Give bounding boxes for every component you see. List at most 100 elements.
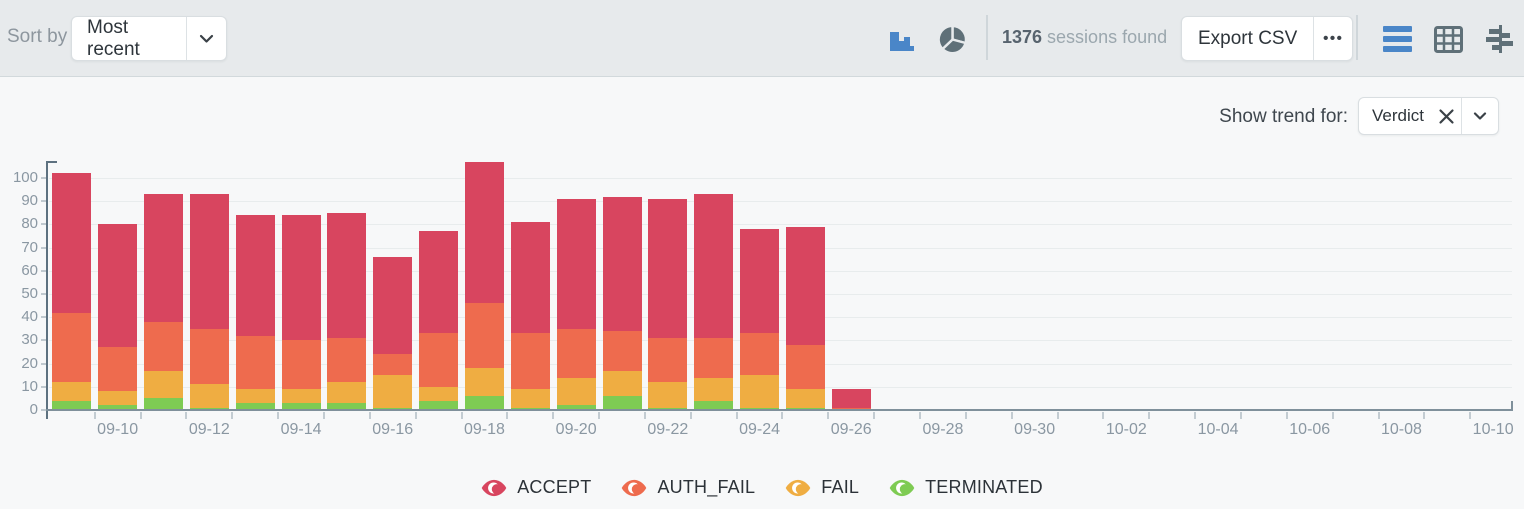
bar-segment-terminated-09-15[interactable] bbox=[327, 403, 367, 410]
bar-segment-accept-09-17[interactable] bbox=[419, 231, 459, 334]
bar-segment-fail-09-17[interactable] bbox=[419, 386, 459, 401]
bar-segment-auth_fail-09-15[interactable] bbox=[327, 338, 367, 383]
bar-segment-fail-09-18[interactable] bbox=[464, 368, 504, 397]
bar-segment-auth_fail-09-09[interactable] bbox=[52, 312, 92, 383]
chevron-down-icon bbox=[1462, 98, 1498, 134]
bar-segment-auth_fail-09-25[interactable] bbox=[785, 345, 825, 390]
bar-segment-fail-09-24[interactable] bbox=[740, 375, 780, 408]
bar-chart-view-icon[interactable] bbox=[885, 22, 919, 56]
bar-segment-terminated-09-18[interactable] bbox=[464, 396, 504, 410]
bar-segment-auth_fail-09-14[interactable] bbox=[281, 340, 321, 390]
bar-segment-fail-09-13[interactable] bbox=[235, 389, 275, 404]
bar-segment-auth_fail-09-12[interactable] bbox=[189, 328, 229, 385]
bar-segment-accept-09-25[interactable] bbox=[785, 226, 825, 346]
bar-segment-terminated-09-22[interactable] bbox=[648, 407, 688, 410]
bar-segment-accept-09-19[interactable] bbox=[510, 222, 550, 334]
bar-segment-auth_fail-09-11[interactable] bbox=[144, 321, 183, 371]
bar-segment-fail-09-23[interactable] bbox=[694, 377, 734, 401]
x-axis-tick bbox=[1377, 412, 1380, 419]
bar-segment-fail-09-22[interactable] bbox=[648, 382, 688, 408]
bar-segment-terminated-09-21[interactable] bbox=[602, 396, 642, 410]
bar-segment-terminated-09-23[interactable] bbox=[694, 400, 734, 410]
bar-segment-terminated-09-11[interactable] bbox=[144, 398, 183, 410]
bar-segment-accept-09-11[interactable] bbox=[144, 194, 183, 322]
bar-segment-accept-09-24[interactable] bbox=[740, 229, 780, 334]
x-axis-label: 09-10 bbox=[97, 421, 139, 438]
legend-item-fail[interactable]: FAIL bbox=[785, 477, 859, 498]
trend-field-select[interactable]: Verdict bbox=[1358, 97, 1499, 135]
eye-icon bbox=[622, 479, 647, 496]
bar-segment-fail-09-20[interactable] bbox=[556, 377, 596, 406]
bar-segment-auth_fail-09-22[interactable] bbox=[648, 338, 688, 383]
list-view-icon[interactable] bbox=[1381, 24, 1414, 54]
bar-segment-terminated-09-19[interactable] bbox=[510, 407, 550, 410]
column-tune-view-icon[interactable] bbox=[1483, 23, 1516, 55]
divider bbox=[1461, 98, 1462, 134]
y-axis-label: 10 bbox=[21, 377, 38, 395]
bar-segment-accept-09-09[interactable] bbox=[52, 173, 92, 313]
bar-segment-terminated-09-17[interactable] bbox=[419, 400, 459, 410]
bar-segment-fail-09-11[interactable] bbox=[144, 370, 183, 399]
bar-segment-accept-09-23[interactable] bbox=[694, 194, 734, 339]
bar-segment-terminated-09-13[interactable] bbox=[235, 403, 275, 410]
bar-segment-accept-09-26[interactable] bbox=[831, 389, 871, 408]
x-axis-tick bbox=[368, 412, 371, 419]
bar-segment-accept-09-16[interactable] bbox=[373, 256, 413, 355]
x-axis-tick bbox=[1239, 412, 1242, 419]
bar-segment-auth_fail-09-20[interactable] bbox=[556, 328, 596, 378]
x-axis-tick bbox=[1194, 412, 1197, 419]
bar-segment-fail-09-15[interactable] bbox=[327, 382, 367, 404]
bar-segment-auth_fail-09-17[interactable] bbox=[419, 333, 459, 387]
bar-segment-auth_fail-09-18[interactable] bbox=[464, 303, 504, 369]
bar-segment-fail-09-12[interactable] bbox=[189, 384, 229, 408]
bar-segment-auth_fail-09-10[interactable] bbox=[98, 347, 138, 392]
bar-segment-auth_fail-09-26[interactable] bbox=[831, 407, 871, 410]
bar-segment-terminated-09-12[interactable] bbox=[189, 407, 229, 410]
bar-segment-fail-09-25[interactable] bbox=[785, 389, 825, 408]
bar-segment-terminated-09-16[interactable] bbox=[373, 407, 413, 410]
bar-segment-accept-09-22[interactable] bbox=[648, 198, 688, 339]
bar-segment-auth_fail-09-13[interactable] bbox=[235, 335, 275, 390]
trend-field-value: Verdict bbox=[1372, 106, 1424, 125]
bar-segment-auth_fail-09-23[interactable] bbox=[694, 338, 734, 378]
legend-item-accept[interactable]: ACCEPT bbox=[481, 477, 591, 498]
bar-segment-terminated-09-25[interactable] bbox=[785, 407, 825, 410]
bar-segment-accept-09-15[interactable] bbox=[327, 212, 367, 339]
x-axis-tick bbox=[598, 412, 601, 419]
export-csv-button[interactable]: Export CSV bbox=[1198, 27, 1298, 49]
more-actions-button[interactable]: ••• bbox=[1314, 17, 1352, 60]
bar-segment-auth_fail-09-21[interactable] bbox=[602, 331, 642, 371]
divider bbox=[1313, 17, 1315, 60]
remove-trend-field-button[interactable] bbox=[1431, 108, 1461, 125]
x-axis-label: 09-26 bbox=[830, 421, 872, 438]
bar-segment-terminated-09-10[interactable] bbox=[98, 405, 138, 410]
bar-segment-fail-09-10[interactable] bbox=[98, 391, 138, 406]
bar-segment-terminated-09-14[interactable] bbox=[281, 403, 321, 410]
pie-chart-view-icon[interactable] bbox=[934, 21, 970, 57]
bar-segment-fail-09-21[interactable] bbox=[602, 370, 642, 397]
bar-segment-accept-09-13[interactable] bbox=[235, 215, 275, 336]
y-axis-tick bbox=[41, 409, 46, 411]
bar-segment-fail-09-19[interactable] bbox=[510, 389, 550, 408]
sort-select[interactable]: Most recent bbox=[71, 16, 227, 61]
bar-segment-auth_fail-09-24[interactable] bbox=[740, 333, 780, 376]
bar-segment-fail-09-09[interactable] bbox=[52, 382, 92, 401]
bar-segment-auth_fail-09-16[interactable] bbox=[373, 354, 413, 376]
gridline bbox=[49, 317, 1512, 319]
bar-segment-auth_fail-09-19[interactable] bbox=[510, 333, 550, 390]
legend-item-terminated[interactable]: TERMINATED bbox=[889, 477, 1043, 498]
bar-segment-accept-09-14[interactable] bbox=[281, 215, 321, 341]
bar-segment-terminated-09-20[interactable] bbox=[556, 405, 596, 410]
bar-segment-accept-09-21[interactable] bbox=[602, 196, 642, 332]
table-view-icon[interactable] bbox=[1432, 24, 1465, 54]
eye-icon bbox=[786, 479, 811, 496]
bar-segment-accept-09-12[interactable] bbox=[189, 194, 229, 329]
legend-item-auth_fail[interactable]: AUTH_FAIL bbox=[621, 477, 755, 498]
bar-segment-accept-09-18[interactable] bbox=[464, 161, 504, 304]
bar-segment-terminated-09-09[interactable] bbox=[52, 400, 92, 410]
bar-segment-fail-09-14[interactable] bbox=[281, 389, 321, 404]
bar-segment-fail-09-16[interactable] bbox=[373, 375, 413, 408]
bar-segment-accept-09-10[interactable] bbox=[98, 224, 138, 348]
bar-segment-accept-09-20[interactable] bbox=[556, 198, 596, 329]
bar-segment-terminated-09-24[interactable] bbox=[740, 407, 780, 410]
